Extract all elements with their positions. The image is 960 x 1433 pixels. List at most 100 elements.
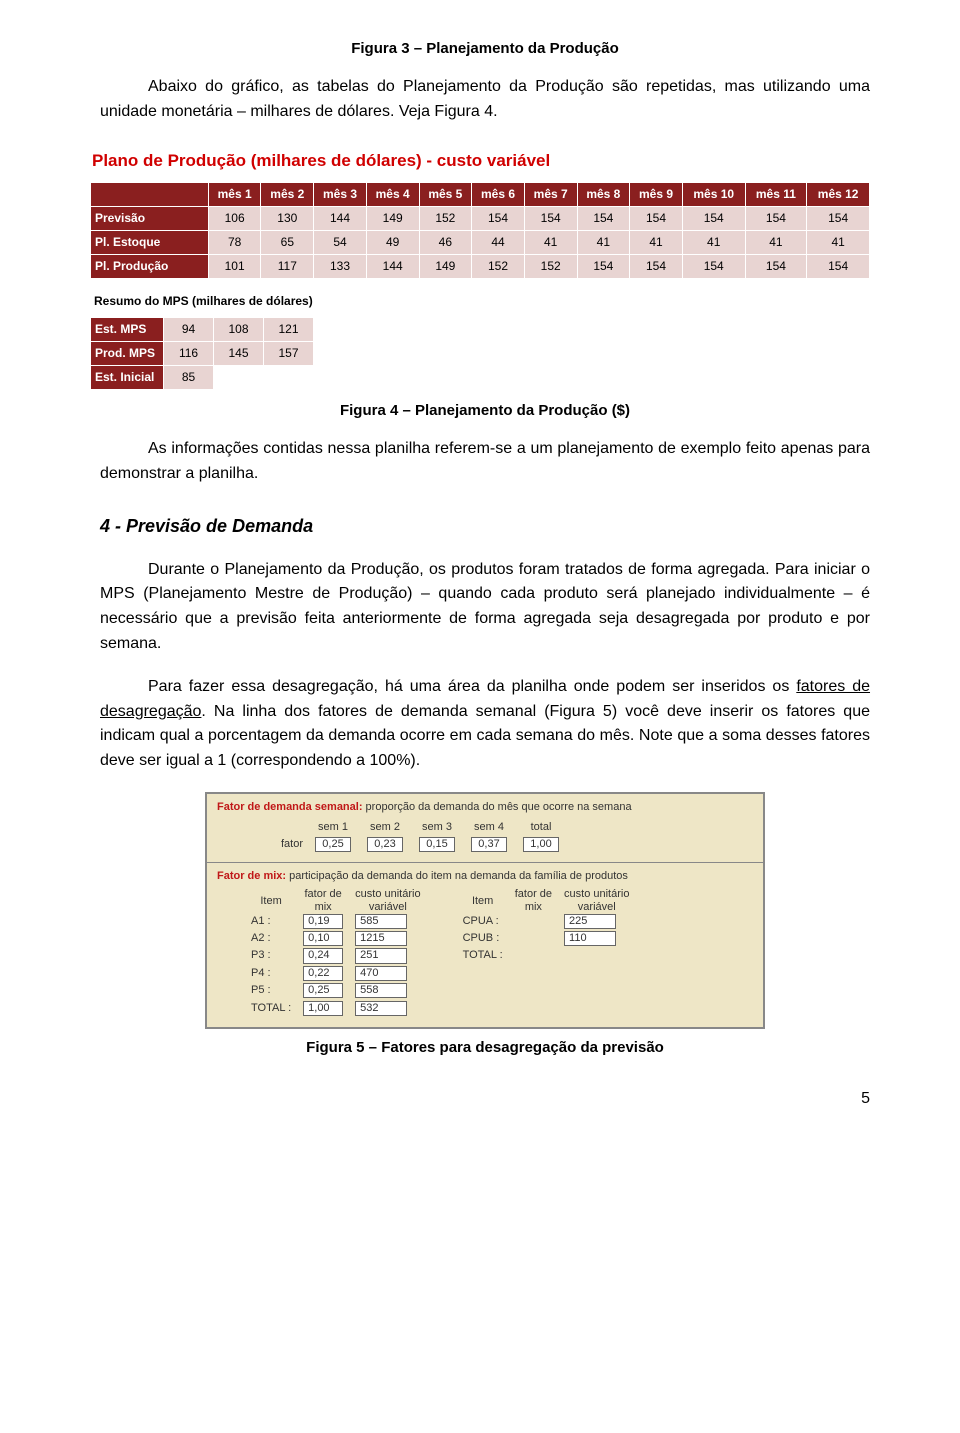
resumo-row-label: Prod. MPS bbox=[91, 342, 164, 366]
para-4a: Para fazer essa desagregação, há uma áre… bbox=[148, 678, 796, 695]
fsem-header: sem 4 bbox=[463, 819, 515, 836]
resumo-cell bbox=[214, 365, 264, 389]
plano-cell: 152 bbox=[419, 207, 472, 231]
plano-cell: 154 bbox=[524, 207, 577, 231]
plano-cell: 106 bbox=[208, 207, 261, 231]
fatores-semana-title-rest: proporção da demanda do mês que ocorre n… bbox=[363, 801, 632, 813]
para-1-text: Abaixo do gráfico, as tabelas do Planeja… bbox=[100, 78, 870, 120]
mix-custo-value: 558 bbox=[355, 983, 407, 998]
plano-cell: 154 bbox=[472, 207, 525, 231]
fsem-header: sem 2 bbox=[359, 819, 411, 836]
resumo-cell: 121 bbox=[264, 318, 314, 342]
plano-cell: 41 bbox=[807, 230, 870, 254]
plano-cell: 49 bbox=[366, 230, 419, 254]
fatores-figure: Fator de demanda semanal: proporção da d… bbox=[205, 792, 765, 1029]
mix-item-label: P3 : bbox=[245, 947, 297, 964]
mix-custo-value: 225 bbox=[564, 914, 616, 929]
mix-item-label: P4 : bbox=[245, 965, 297, 982]
resumo-cell: 145 bbox=[214, 342, 264, 366]
resumo-cell bbox=[264, 365, 314, 389]
plano-month-header: mês 9 bbox=[630, 183, 683, 207]
mix-header: custo unitáriovariável bbox=[349, 888, 426, 912]
plano-cell: 41 bbox=[630, 230, 683, 254]
mix-header: custo unitáriovariável bbox=[558, 888, 635, 912]
resumo-cell: 85 bbox=[164, 365, 214, 389]
para-2: As informações contidas nessa planilha r… bbox=[100, 437, 870, 487]
mix-value: 0,19 bbox=[303, 914, 343, 929]
plano-cell: 41 bbox=[524, 230, 577, 254]
mix-custo-value: 251 bbox=[355, 948, 407, 963]
mix-item-label: TOTAL : bbox=[457, 947, 509, 964]
mix-custo-value: 1215 bbox=[355, 931, 407, 946]
plano-cell: 54 bbox=[314, 230, 367, 254]
mix-value: 0,24 bbox=[303, 948, 343, 963]
resumo-row-label: Est. Inicial bbox=[91, 365, 164, 389]
fatores-semana-box: Fator de demanda semanal: proporção da d… bbox=[206, 793, 764, 863]
fsem-value: 0,37 bbox=[471, 837, 507, 852]
para-2-text: As informações contidas nessa planilha r… bbox=[100, 440, 870, 482]
plano-cell: 44 bbox=[472, 230, 525, 254]
mix-custo-value: 532 bbox=[355, 1001, 407, 1016]
mix-value: 0,25 bbox=[303, 983, 343, 998]
fatores-semana-title-red: Fator de demanda semanal: bbox=[217, 801, 363, 813]
resumo-cell: 157 bbox=[264, 342, 314, 366]
mix-custo-value: 110 bbox=[564, 931, 616, 946]
para-4: Para fazer essa desagregação, há uma áre… bbox=[100, 675, 870, 774]
mix-value: 1,00 bbox=[303, 1001, 343, 1016]
plano-row-label: Pl. Estoque bbox=[91, 230, 209, 254]
fsem-header: sem 1 bbox=[307, 819, 359, 836]
plano-month-header: mês 5 bbox=[419, 183, 472, 207]
plano-month-header: mês 3 bbox=[314, 183, 367, 207]
fsem-value: 0,15 bbox=[419, 837, 455, 852]
plano-cell: 154 bbox=[745, 254, 807, 278]
plano-cell: 144 bbox=[314, 207, 367, 231]
plano-cell: 117 bbox=[261, 254, 314, 278]
plano-cell: 154 bbox=[682, 207, 745, 231]
mix-value: 0,10 bbox=[303, 931, 343, 946]
plano-cell: 130 bbox=[261, 207, 314, 231]
plano-cell: 154 bbox=[577, 254, 630, 278]
fsem-header: total bbox=[515, 819, 567, 836]
plano-table: mês 1mês 2mês 3mês 4mês 5mês 6mês 7mês 8… bbox=[90, 182, 870, 278]
para-1: Abaixo do gráfico, as tabelas do Planeja… bbox=[100, 75, 870, 125]
plano-cell: 101 bbox=[208, 254, 261, 278]
plano-month-header: mês 10 bbox=[682, 183, 745, 207]
plano-month-header: mês 1 bbox=[208, 183, 261, 207]
mix-header: Item bbox=[245, 888, 297, 912]
plano-block: Plano de Produção (milhares de dólares) … bbox=[90, 143, 870, 390]
resumo-cell: 116 bbox=[164, 342, 214, 366]
mix-custo-value: 585 bbox=[355, 914, 407, 929]
section-4-heading: 4 - Previsão de Demanda bbox=[100, 514, 870, 539]
plano-cell: 41 bbox=[682, 230, 745, 254]
mix-header: fator demix bbox=[297, 888, 349, 912]
mix-item-label: A1 : bbox=[245, 913, 297, 930]
fsem-row-label: fator bbox=[273, 837, 307, 852]
mix-custo-value: 470 bbox=[355, 966, 407, 981]
plano-month-header: mês 4 bbox=[366, 183, 419, 207]
mix-value: 0,22 bbox=[303, 966, 343, 981]
plano-cell: 154 bbox=[630, 207, 683, 231]
mix-header: Item bbox=[457, 888, 509, 912]
plano-cell: 133 bbox=[314, 254, 367, 278]
fsem-value: 0,23 bbox=[367, 837, 403, 852]
fig4-caption: Figura 4 – Planejamento da Produção ($) bbox=[100, 400, 870, 421]
plano-cell: 154 bbox=[630, 254, 683, 278]
fatores-mix-grid: Itemfator demixcusto unitáriovariávelA1 … bbox=[245, 888, 753, 1017]
fsem-value: 1,00 bbox=[523, 837, 559, 852]
mix-item-label: P5 : bbox=[245, 982, 297, 999]
resumo-cell: 94 bbox=[164, 318, 214, 342]
plano-row-label: Pl. Produção bbox=[91, 254, 209, 278]
fatores-mix-box: Fator de mix: participação da demanda do… bbox=[206, 863, 764, 1028]
plano-cell: 78 bbox=[208, 230, 261, 254]
fatores-mix-title: Fator de mix: participação da demanda do… bbox=[217, 869, 753, 884]
plano-title: Plano de Produção (milhares de dólares) … bbox=[90, 143, 870, 183]
para-3-text: Durante o Planejamento da Produção, os p… bbox=[100, 561, 870, 652]
plano-cell: 65 bbox=[261, 230, 314, 254]
plano-cell: 154 bbox=[807, 207, 870, 231]
plano-month-header: mês 8 bbox=[577, 183, 630, 207]
plano-month-header: mês 6 bbox=[472, 183, 525, 207]
page-number: 5 bbox=[100, 1088, 870, 1110]
fatores-semana-title: Fator de demanda semanal: proporção da d… bbox=[217, 800, 753, 815]
mix-item-label: TOTAL : bbox=[245, 1000, 297, 1017]
resumo-table: Est. MPS94108121Prod. MPS116145157Est. I… bbox=[90, 317, 314, 389]
